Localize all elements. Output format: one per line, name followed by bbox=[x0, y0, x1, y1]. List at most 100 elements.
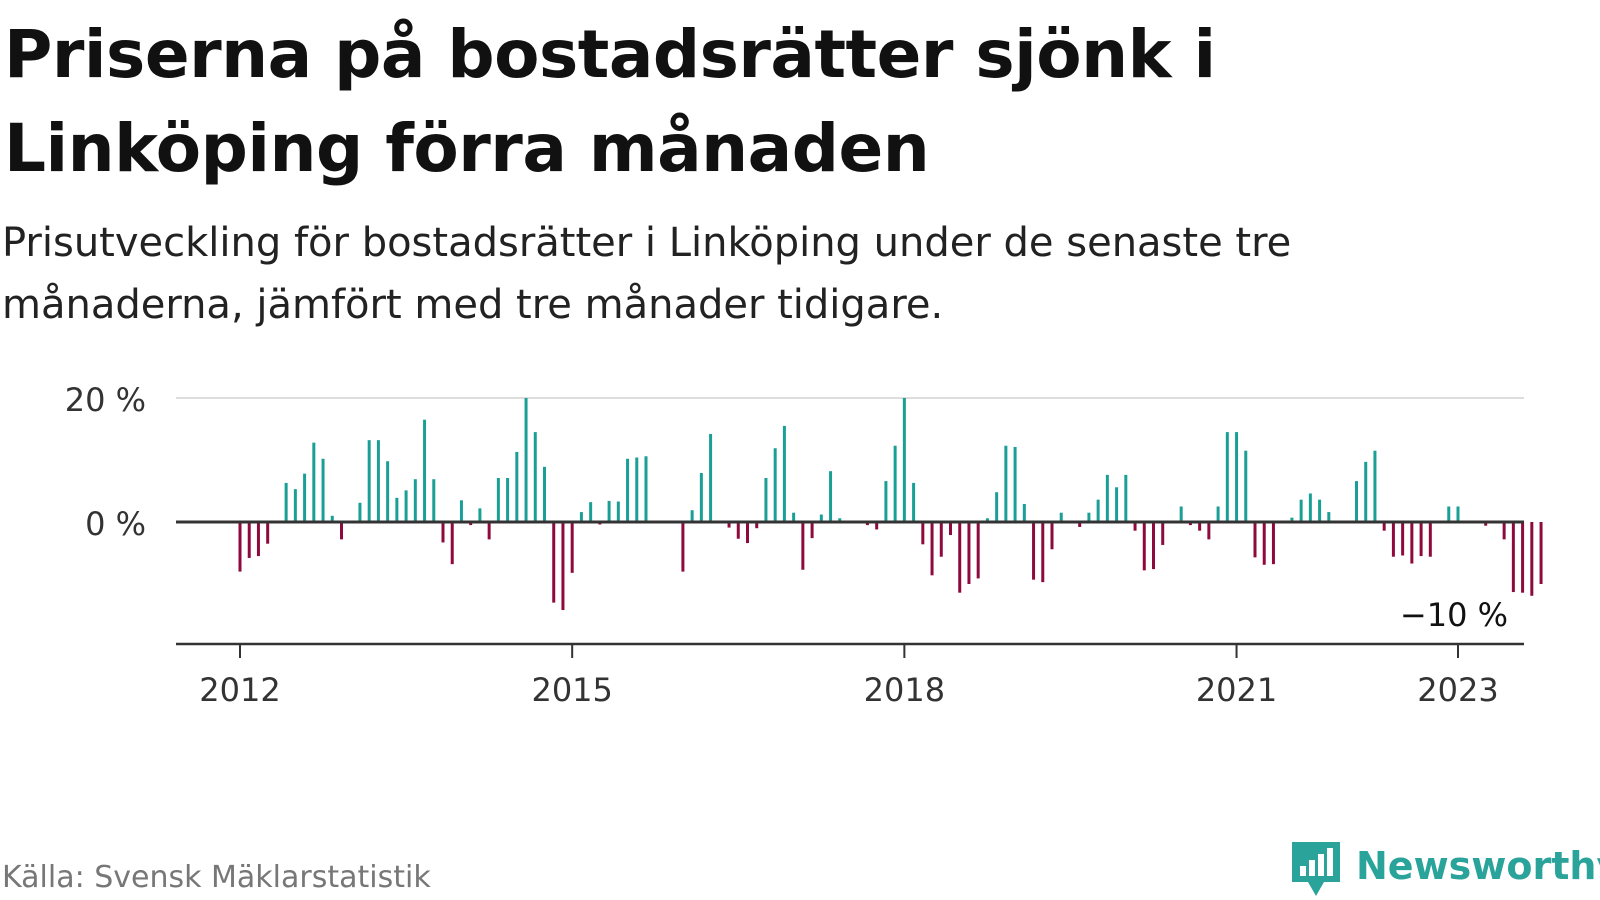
bar bbox=[838, 518, 842, 522]
bar bbox=[1225, 432, 1229, 522]
bar bbox=[949, 522, 952, 536]
bar bbox=[256, 522, 260, 557]
bar bbox=[644, 456, 648, 522]
bar bbox=[958, 522, 962, 593]
bar bbox=[1521, 522, 1525, 593]
bar bbox=[1216, 506, 1220, 522]
bar bbox=[1401, 522, 1405, 556]
bar bbox=[1161, 522, 1165, 545]
bar bbox=[985, 518, 989, 522]
bar bbox=[995, 492, 999, 522]
bar bbox=[875, 522, 879, 530]
bar bbox=[930, 522, 934, 576]
bar bbox=[810, 522, 814, 539]
bar bbox=[1419, 522, 1423, 557]
bar bbox=[1364, 461, 1368, 522]
bar bbox=[1078, 522, 1082, 527]
bar bbox=[404, 490, 408, 522]
bar bbox=[782, 425, 786, 522]
bar bbox=[1133, 522, 1137, 531]
bar bbox=[1087, 512, 1091, 522]
bar bbox=[330, 515, 334, 522]
bar bbox=[561, 522, 565, 611]
bar bbox=[367, 440, 371, 522]
source-note: Källa: Svensk Mäklarstatistik bbox=[2, 860, 431, 895]
bar bbox=[1004, 445, 1008, 522]
bar bbox=[1244, 450, 1248, 522]
bar bbox=[1152, 522, 1155, 570]
bar bbox=[746, 522, 749, 544]
bar bbox=[579, 512, 583, 522]
bar bbox=[1308, 493, 1312, 522]
bar bbox=[681, 522, 685, 572]
bar bbox=[709, 433, 713, 522]
bar bbox=[293, 489, 297, 522]
bar bbox=[1207, 522, 1211, 540]
chart-title: Priserna på bostadsrätter sjönk i Linköp… bbox=[4, 16, 1216, 187]
bar bbox=[312, 442, 316, 522]
bar bbox=[1142, 522, 1146, 571]
x-tick-label: 2018 bbox=[864, 671, 945, 709]
bar bbox=[238, 522, 242, 572]
bar bbox=[589, 502, 593, 522]
bar bbox=[1318, 499, 1322, 522]
bar bbox=[1484, 522, 1488, 526]
bar bbox=[626, 458, 630, 522]
bar bbox=[543, 466, 546, 522]
bar bbox=[967, 522, 971, 584]
bar bbox=[801, 522, 805, 570]
bar bbox=[533, 432, 537, 522]
bar bbox=[1179, 506, 1183, 522]
bar bbox=[819, 514, 823, 522]
bar bbox=[524, 398, 528, 522]
bar bbox=[450, 522, 454, 565]
bar bbox=[1299, 499, 1303, 522]
bar bbox=[607, 500, 611, 522]
y-axis-ticks: 0 % 20 % bbox=[65, 381, 146, 543]
bar bbox=[1198, 522, 1202, 531]
bar bbox=[1502, 522, 1506, 540]
bar bbox=[1539, 522, 1543, 584]
x-tick-label: 2021 bbox=[1196, 671, 1277, 709]
bar bbox=[736, 522, 740, 539]
bar bbox=[1355, 481, 1358, 522]
bar bbox=[884, 481, 888, 522]
x-tick-label: 2023 bbox=[1417, 671, 1498, 709]
bar bbox=[1059, 512, 1063, 522]
bars bbox=[238, 398, 1543, 611]
y-tick-label: 20 % bbox=[65, 381, 146, 419]
bar bbox=[266, 522, 270, 544]
brand-name: Newsworthy bbox=[1356, 844, 1600, 888]
bar bbox=[478, 508, 482, 522]
bar bbox=[340, 522, 343, 540]
bar bbox=[902, 398, 906, 522]
bar-chart: 0 % 20 % 2012 2015 2018 2021 2023 −10 % bbox=[65, 381, 1543, 709]
bar bbox=[727, 522, 731, 528]
bar bbox=[303, 473, 307, 522]
bar bbox=[1096, 499, 1100, 522]
bar bbox=[764, 477, 768, 522]
bar bbox=[893, 445, 897, 522]
bar bbox=[1373, 450, 1377, 522]
bar bbox=[690, 510, 694, 522]
bar bbox=[386, 461, 390, 522]
bar bbox=[1410, 522, 1414, 564]
bar bbox=[1032, 522, 1036, 580]
bar bbox=[395, 497, 399, 522]
x-axis-ticks: 2012 2015 2018 2021 2023 bbox=[199, 644, 1499, 709]
bar bbox=[1382, 522, 1386, 531]
bar bbox=[1271, 522, 1275, 565]
bar bbox=[755, 522, 759, 529]
bar bbox=[376, 440, 380, 522]
bar bbox=[506, 477, 510, 522]
bar bbox=[1235, 432, 1239, 522]
bar bbox=[1530, 522, 1534, 596]
x-tick-label: 2012 bbox=[199, 671, 280, 709]
bar bbox=[496, 477, 500, 522]
bar bbox=[1262, 522, 1266, 565]
bar bbox=[1115, 487, 1119, 522]
bar bbox=[459, 500, 463, 522]
bar bbox=[1428, 522, 1432, 557]
bar bbox=[699, 473, 703, 522]
bar-chart-speech-icon bbox=[1292, 842, 1340, 896]
